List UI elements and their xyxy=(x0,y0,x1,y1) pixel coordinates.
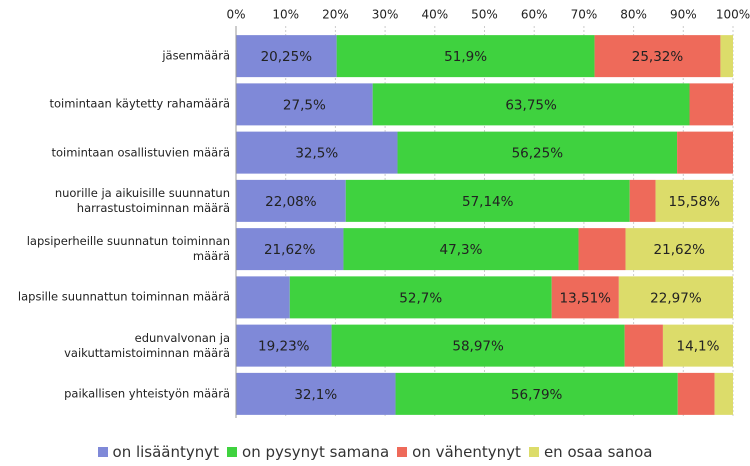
value-label: 47,3% xyxy=(440,242,483,258)
legend-item: on vähentynyt xyxy=(397,443,521,461)
bar-segment xyxy=(720,35,733,78)
legend-swatch xyxy=(97,447,108,457)
value-label: 56,25% xyxy=(512,146,564,162)
x-tick-label: 90% xyxy=(670,8,697,22)
value-label: 63,75% xyxy=(505,97,557,113)
category-label: paikallisen yhteistyön määrä xyxy=(64,386,230,401)
bar-segment xyxy=(625,228,733,271)
bar-segment xyxy=(689,83,733,126)
bar-segment xyxy=(677,131,733,174)
bar-segment xyxy=(236,131,398,174)
bar-segment xyxy=(677,372,715,415)
value-label: 57,14% xyxy=(462,194,514,210)
legend-swatch xyxy=(397,447,408,457)
legend-label: on lisääntynyt xyxy=(112,443,220,461)
category-label: jäsenmäärä xyxy=(162,48,230,63)
value-label: 25,32% xyxy=(632,49,684,65)
bar-segment xyxy=(236,276,290,319)
bar-segment xyxy=(629,179,656,222)
x-tick-label: 40% xyxy=(421,8,448,22)
legend-label: en osaa sanoa xyxy=(543,443,653,461)
category-label: lapsille suunnattun toiminnan määrä xyxy=(17,289,230,304)
x-tick-label: 80% xyxy=(620,8,647,22)
value-label: 19,23% xyxy=(258,339,310,355)
bar-segment xyxy=(618,276,733,319)
value-label: 21,62% xyxy=(264,242,316,258)
bar-segment xyxy=(345,179,630,222)
bar-segment xyxy=(236,324,332,367)
value-label: 15,58% xyxy=(669,194,721,210)
bar-segment xyxy=(395,372,678,415)
bar-segment xyxy=(336,35,595,78)
value-label: 56,79% xyxy=(511,387,563,403)
value-label: 27,5% xyxy=(283,97,326,113)
value-label: 22,08% xyxy=(265,194,317,210)
value-label: 22,97% xyxy=(650,290,702,306)
x-tick-label: 60% xyxy=(521,8,548,22)
legend-item: en osaa sanoa xyxy=(528,443,653,461)
legend-item: on lisääntynyt xyxy=(97,443,220,461)
value-label: 14,1% xyxy=(677,339,720,355)
category-label: toimintaan osallistuvien määrä xyxy=(51,145,230,160)
x-tick-label: 70% xyxy=(571,8,598,22)
value-label: 32,1% xyxy=(294,387,337,403)
bar-segment xyxy=(236,372,396,415)
category-label: edunvalvonan ja vaikuttamistoiminnan mää… xyxy=(64,330,230,360)
value-label: 21,62% xyxy=(654,242,706,258)
bar-segment xyxy=(714,372,733,415)
bar-segment xyxy=(343,228,579,271)
bar-segment xyxy=(372,83,690,126)
value-label: 52,7% xyxy=(399,290,442,306)
value-label: 20,25% xyxy=(261,49,313,65)
legend-swatch xyxy=(528,447,539,457)
x-tick-label: 50% xyxy=(471,8,498,22)
value-label: 58,97% xyxy=(452,339,504,355)
bar-segment xyxy=(236,179,346,222)
legend-label: on pysynyt samana xyxy=(242,443,390,461)
bar-segment xyxy=(289,276,552,319)
x-tick-label: 30% xyxy=(372,8,399,22)
legend-label: on vähentynyt xyxy=(412,443,521,461)
x-tick-label: 20% xyxy=(322,8,349,22)
bar-segment xyxy=(624,324,663,367)
value-label: 13,51% xyxy=(560,290,612,306)
bar-segment xyxy=(331,324,625,367)
x-tick-label: 100% xyxy=(716,8,750,22)
bar-segment xyxy=(236,83,373,126)
category-label: toimintaan käytetty rahamäärä xyxy=(49,96,230,111)
bar-segment xyxy=(578,228,626,271)
legend-swatch xyxy=(227,447,238,457)
legend: on lisääntynyt on pysynyt samana on vähent… xyxy=(0,443,750,461)
x-tick-label: 10% xyxy=(272,8,299,22)
bar-segment xyxy=(236,35,337,78)
bar-segment xyxy=(236,228,344,271)
bar-segment xyxy=(397,131,678,174)
value-label: 51,9% xyxy=(444,49,487,65)
bar-segment xyxy=(594,35,721,78)
value-label: 32,5% xyxy=(295,146,338,162)
bar-segment xyxy=(551,276,619,319)
bar-segment xyxy=(662,324,733,367)
category-label: nuorille ja aikuisille suunnatun harrast… xyxy=(54,185,230,215)
bar-segment xyxy=(655,179,733,222)
category-label: lapsiperheille suunnatun toiminnan määrä xyxy=(26,234,230,264)
legend-item: on pysynyt samana xyxy=(227,443,389,461)
x-tick-label: 0% xyxy=(226,8,245,22)
